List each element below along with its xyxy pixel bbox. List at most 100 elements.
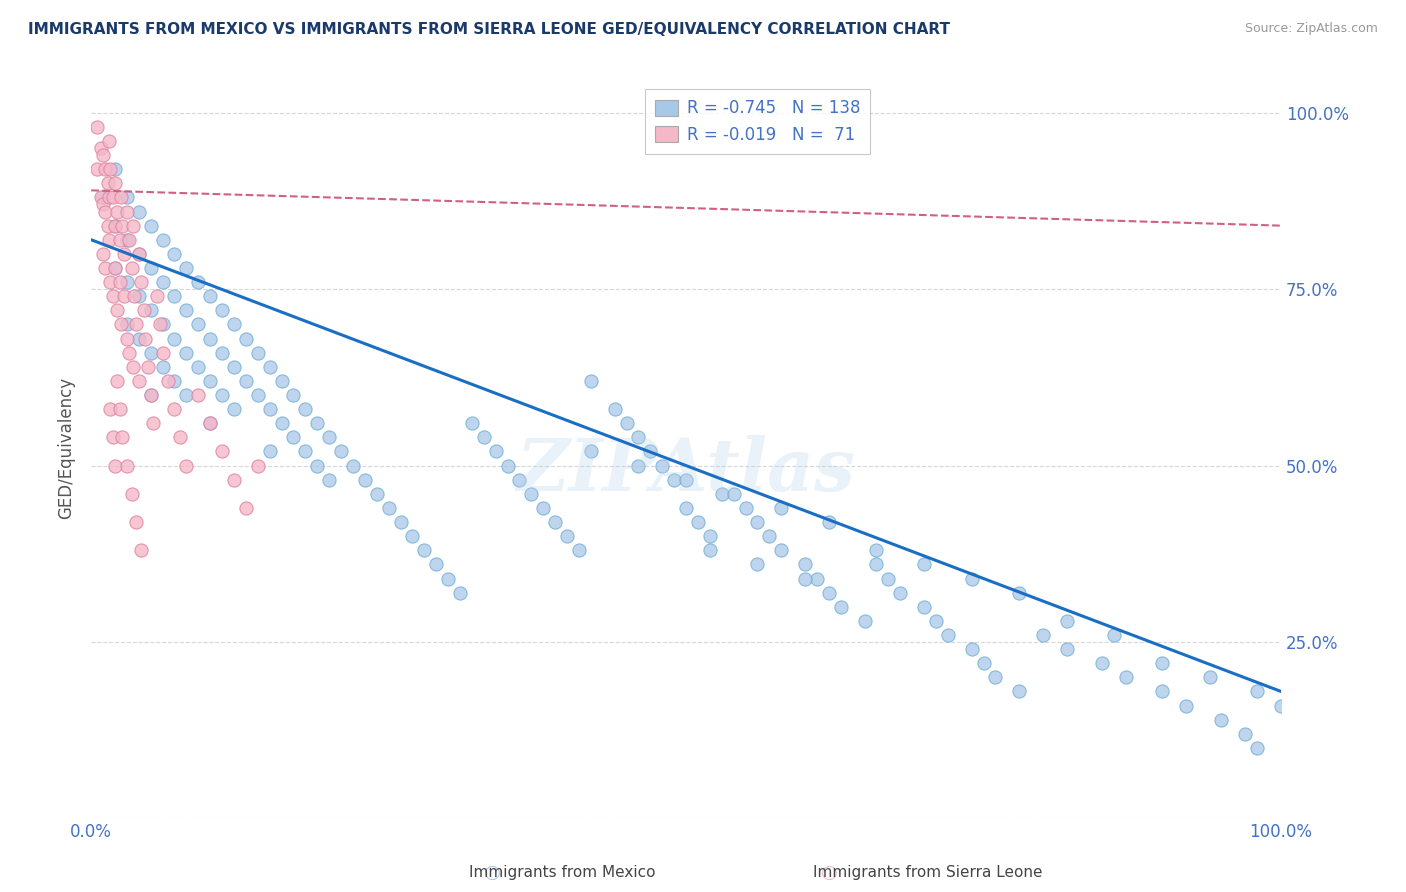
Point: [97, 219, 120, 233]
Point: [377, 500, 399, 515]
Point: [139, 260, 162, 275]
Point: [1115, 670, 1137, 684]
Point: [520, 487, 543, 501]
Point: [187, 359, 209, 374]
Point: [318, 473, 340, 487]
Point: [984, 670, 1007, 684]
Point: [91, 148, 114, 162]
Point: [198, 289, 221, 303]
Point: [198, 416, 221, 430]
Point: [94, 204, 117, 219]
Point: [152, 359, 174, 374]
Point: [101, 289, 124, 303]
Point: [108, 233, 131, 247]
Point: [222, 402, 245, 417]
Point: [283, 430, 305, 444]
Text: IMMIGRANTS FROM MEXICO VS IMMIGRANTS FROM SIERRA LEONE GED/EQUIVALENCY CORRELATI: IMMIGRANTS FROM MEXICO VS IMMIGRANTS FRO…: [28, 22, 950, 37]
Text: Immigrants from Sierra Leone: Immigrants from Sierra Leone: [813, 865, 1043, 880]
Point: [115, 318, 138, 332]
Point: [222, 473, 245, 487]
Point: [734, 500, 756, 515]
Point: [794, 572, 817, 586]
Point: [128, 332, 150, 346]
Point: [134, 332, 156, 346]
Point: [152, 345, 174, 359]
Point: [176, 303, 198, 318]
Point: [1104, 628, 1126, 642]
Point: [806, 572, 828, 586]
Point: [108, 402, 131, 417]
Point: [152, 318, 174, 332]
Y-axis label: GED/Equivalency: GED/Equivalency: [58, 377, 75, 519]
Point: [531, 500, 554, 515]
Point: [485, 444, 508, 458]
Point: [1056, 642, 1078, 657]
Point: [129, 275, 152, 289]
Point: [98, 275, 121, 289]
Point: [187, 275, 209, 289]
Point: [104, 219, 127, 233]
Point: [294, 402, 316, 417]
Point: [145, 289, 167, 303]
Point: [246, 458, 269, 473]
Point: [662, 473, 685, 487]
Point: [176, 260, 198, 275]
Point: [97, 176, 120, 190]
Point: [699, 529, 721, 543]
Point: [121, 260, 143, 275]
Point: [110, 318, 132, 332]
Point: [1150, 684, 1173, 698]
Point: [651, 458, 673, 473]
Point: [187, 318, 209, 332]
Point: [142, 416, 165, 430]
Text: Immigrants from Mexico: Immigrants from Mexico: [470, 865, 655, 880]
Point: [90, 190, 112, 204]
Point: [366, 487, 388, 501]
Point: [294, 444, 316, 458]
Point: [747, 558, 769, 572]
Text: Source: ZipAtlas.com: Source: ZipAtlas.com: [1244, 22, 1378, 36]
Point: [136, 359, 159, 374]
Point: [104, 176, 127, 190]
Point: [307, 458, 329, 473]
Point: [94, 162, 117, 177]
Point: [98, 134, 121, 148]
Point: [163, 289, 186, 303]
Point: [139, 388, 162, 402]
Point: [198, 416, 221, 430]
Point: [187, 388, 209, 402]
Point: [104, 219, 127, 233]
Point: [163, 374, 186, 388]
Point: [108, 275, 131, 289]
Point: [149, 318, 172, 332]
Point: [1211, 713, 1233, 727]
Point: [330, 444, 353, 458]
Point: [115, 204, 138, 219]
Point: [98, 190, 121, 204]
Text: ○: ○: [821, 863, 838, 882]
Point: [128, 374, 150, 388]
Point: [627, 458, 650, 473]
Point: [118, 345, 141, 359]
Point: [139, 388, 162, 402]
Point: [1198, 670, 1220, 684]
Point: [925, 614, 948, 628]
Point: [222, 318, 245, 332]
Point: [770, 500, 793, 515]
Point: [259, 444, 281, 458]
Point: [699, 543, 721, 558]
Point: [555, 529, 578, 543]
Point: [86, 120, 108, 134]
Point: [675, 473, 697, 487]
Point: [686, 515, 709, 529]
Point: [115, 332, 138, 346]
Point: [912, 599, 935, 614]
Point: [449, 585, 471, 599]
Point: [1270, 698, 1292, 713]
Point: [104, 162, 127, 177]
Point: [211, 388, 233, 402]
Point: [211, 345, 233, 359]
Point: [110, 190, 132, 204]
Point: [472, 430, 495, 444]
Point: [128, 247, 150, 261]
